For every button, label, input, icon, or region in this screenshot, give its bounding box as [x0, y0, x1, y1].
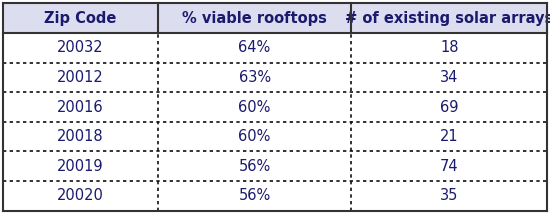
Text: 63%: 63% [239, 70, 271, 85]
Text: 56%: 56% [239, 159, 271, 174]
Text: 20018: 20018 [57, 129, 103, 144]
Text: # of existing solar arrays: # of existing solar arrays [345, 10, 550, 25]
Text: 64%: 64% [239, 40, 271, 55]
Text: % viable rooftops: % viable rooftops [182, 10, 327, 25]
Text: 35: 35 [440, 189, 459, 204]
Text: 34: 34 [440, 70, 459, 85]
Text: 20020: 20020 [57, 189, 104, 204]
Text: 69: 69 [440, 100, 459, 114]
Text: 20019: 20019 [57, 159, 103, 174]
Text: 56%: 56% [239, 189, 271, 204]
Text: Zip Code: Zip Code [44, 10, 117, 25]
Text: 20012: 20012 [57, 70, 104, 85]
Text: 60%: 60% [238, 100, 271, 114]
Text: 60%: 60% [238, 129, 271, 144]
Text: 20032: 20032 [57, 40, 103, 55]
Text: 20016: 20016 [57, 100, 103, 114]
Text: 21: 21 [440, 129, 459, 144]
Text: 18: 18 [440, 40, 459, 55]
Text: 74: 74 [440, 159, 459, 174]
